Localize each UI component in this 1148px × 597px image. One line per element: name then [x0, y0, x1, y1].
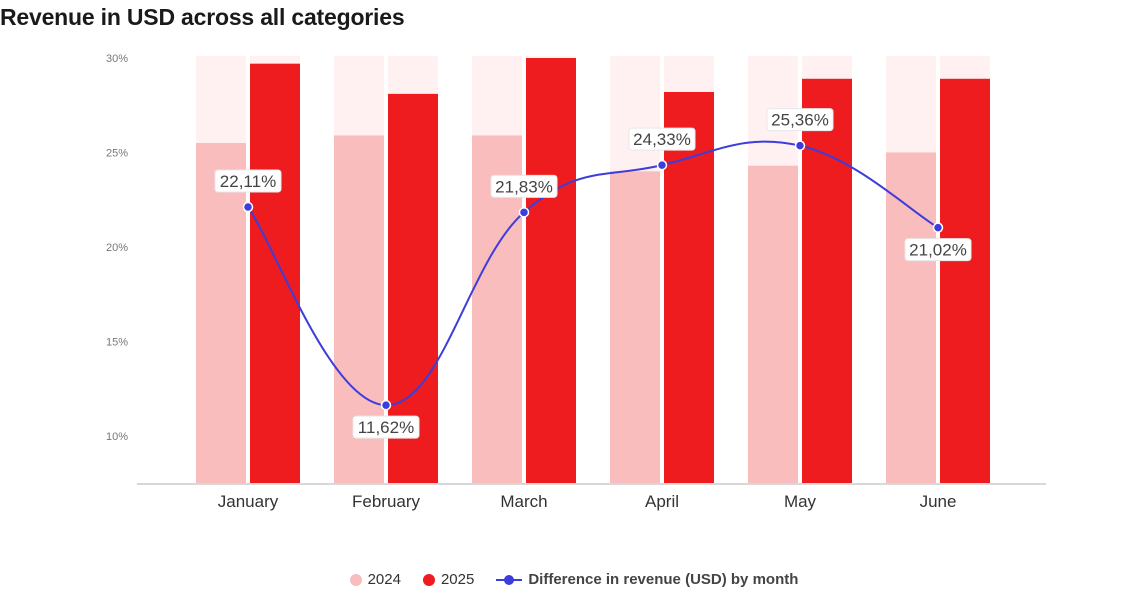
bar-2025 [802, 78, 852, 484]
y-tick-label: 30% [106, 53, 128, 65]
data-label: 25,36% [771, 111, 829, 130]
data-label-box [352, 415, 420, 439]
data-label-box [628, 127, 696, 151]
difference-point [656, 159, 668, 171]
difference-point [518, 207, 530, 218]
data-label: 22,11% [220, 172, 276, 191]
data-label: 21,02% [909, 241, 967, 260]
y-tick-label: 10% [106, 431, 128, 443]
data-label-box [214, 169, 282, 193]
legend-swatch-difference [496, 574, 523, 586]
data-label-box [490, 174, 558, 198]
legend-label-2024: 2024 [367, 571, 401, 588]
bar-2024 [610, 171, 660, 484]
legend-item-difference[interactable]: Difference in revenue (USD) by month [496, 571, 798, 588]
difference-point [794, 140, 806, 151]
data-label-box [766, 108, 834, 132]
y-tick-label: 20% [106, 242, 128, 254]
difference-point [380, 399, 392, 411]
legend-swatch-2025 [422, 573, 435, 586]
data-label-box [904, 238, 972, 262]
y-tick-label: 15% [106, 336, 128, 348]
legend-label-2025: 2025 [440, 571, 475, 588]
data-label: 24,33% [633, 130, 691, 149]
bar-2025 [940, 78, 990, 484]
x-tick-label: April [645, 492, 679, 511]
x-tick-label: February [352, 492, 421, 511]
bar-2025 [664, 92, 714, 483]
x-tick-label: May [784, 492, 817, 511]
difference-point [242, 201, 254, 213]
bar-2025 [250, 63, 300, 484]
chart-title: Revenue in USD across all categories [0, 4, 405, 30]
bar-2025 [526, 58, 576, 483]
x-tick-label: January [218, 492, 279, 511]
bar-2024 [886, 152, 936, 483]
data-label: 21,83% [495, 177, 553, 196]
legend-label-difference: Difference in revenue (USD) by month [528, 571, 799, 588]
chart-area: January February March April May June 10% 15% 20… [106, 53, 1046, 511]
legend: 2024 2025 Difference in revenue (USD) by… [0, 571, 1148, 588]
difference-point [932, 222, 944, 233]
x-tick-label: March [500, 492, 547, 511]
legend-item-2025[interactable]: 2025 [422, 571, 475, 588]
x-tick-label: June [920, 492, 957, 511]
bar-2024 [748, 165, 798, 483]
data-label: 11,62% [358, 418, 414, 437]
y-tick-label: 25% [106, 147, 128, 159]
legend-item-2024[interactable]: 2024 [349, 571, 401, 588]
bar-2024 [196, 143, 246, 483]
legend-swatch-2024 [349, 573, 362, 586]
